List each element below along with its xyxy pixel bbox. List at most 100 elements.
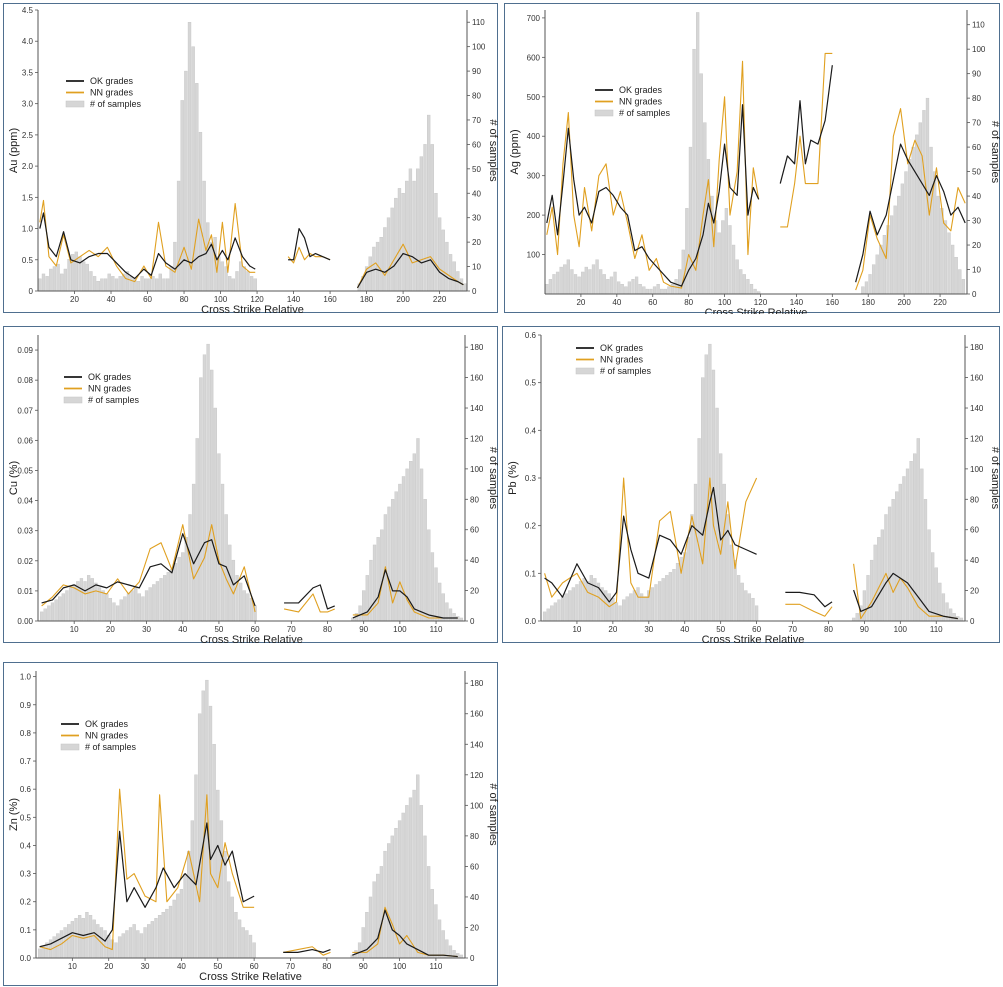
au-sample-bar <box>103 278 108 292</box>
au-legend-ok-label: OK grades <box>90 76 134 86</box>
ag-chart: 20 40 60 80 100 120 140 160 180 200 22010020030040… <box>509 10 1001 314</box>
zn-sample-bar <box>237 919 242 959</box>
cu-nn-grades-line-3 <box>352 566 458 619</box>
zn-sample-bar <box>361 927 365 959</box>
ag-sample-bar <box>685 208 689 295</box>
zn-y-tick-label: 0.5 <box>20 813 32 822</box>
ag-sample-bar <box>631 279 635 295</box>
pb-nn-grades-line-2 <box>785 603 833 617</box>
zn-sample-bar <box>114 942 118 959</box>
au-sample-bar <box>52 266 57 292</box>
zn-legend: OK grades NN grades# of samples <box>60 719 137 752</box>
zn-nn-grades-line-2 <box>283 946 331 956</box>
cu-sample-bar <box>155 581 160 622</box>
ag-sample-bar <box>879 244 883 295</box>
ag-sample-bar <box>613 271 617 295</box>
zn-sample-bar <box>219 820 224 959</box>
cu-sample-bar <box>170 569 174 622</box>
pb-y2-axis-label: # of samples <box>989 447 1001 510</box>
au-sample-bar <box>423 144 427 292</box>
au-sample-bar <box>238 261 243 292</box>
au-y-tick-label: 0.5 <box>22 256 34 265</box>
cu-sample-bar <box>213 407 217 622</box>
ag-sample-bar <box>954 257 958 295</box>
cu-sample-bar <box>163 575 167 622</box>
au-x-tick-label: 120 <box>250 295 264 304</box>
pb-x-tick-label: 90 <box>860 625 869 634</box>
ag-x-axis-label: Cross Strike Relative <box>705 307 808 314</box>
ag-sample-bar <box>584 266 588 295</box>
ag-sample-bar <box>599 269 603 295</box>
au-y2-tick-label: 40 <box>472 189 481 198</box>
pb-sample-bar <box>948 608 953 622</box>
cu-y-tick-label: 0.01 <box>17 587 33 596</box>
ag-sample-bar <box>667 286 671 295</box>
zn-sample-bar <box>201 690 205 959</box>
pb-y2-tick-label: 0 <box>970 617 975 626</box>
zn-sample-bar <box>227 881 231 959</box>
au-y2-tick-label: 80 <box>472 92 481 101</box>
ag-y2-tick-label: 110 <box>972 21 985 30</box>
ag-sample-bar <box>642 286 646 295</box>
cu-sample-bar <box>438 582 442 622</box>
ag-x-tick-label: 180 <box>862 298 876 307</box>
ag-ok-grades-line-2 <box>779 65 833 184</box>
pb-sample-bar <box>560 596 565 622</box>
ag-sample-bar <box>627 281 632 295</box>
cu-sample-bar <box>376 537 380 622</box>
ag-sample-bar <box>731 244 736 295</box>
ag-sample-bar <box>678 269 682 295</box>
pb-sample-bar <box>589 575 593 622</box>
zn-sample-bar <box>434 904 438 959</box>
au-sample-bar <box>383 227 387 292</box>
au-y2-tick-label: 30 <box>472 214 481 223</box>
zn-y-axis-label: Zn (%) <box>8 798 20 831</box>
ag-sample-bar <box>900 183 904 295</box>
cu-ok-grades-line-3 <box>352 569 458 619</box>
pb-sample-bar <box>665 575 669 622</box>
ag-x-tick-label: 140 <box>790 298 804 307</box>
cu-sample-bar <box>387 506 391 622</box>
pb-sample-bar <box>672 569 676 622</box>
zn-y2-tick-label: 120 <box>470 771 484 780</box>
au-sample-bar <box>397 188 402 292</box>
pb-y2-tick-label: 60 <box>970 526 979 535</box>
au-sample-bar <box>198 131 203 292</box>
zn-sample-bar <box>165 908 169 959</box>
au-sample-bar <box>368 256 372 292</box>
zn-nn-grades-line-1 <box>39 788 255 951</box>
zn-y-tick-label: 0.3 <box>20 870 32 879</box>
cu-ok-grades-line-2 <box>284 584 335 610</box>
cu-sample-bar <box>137 593 141 622</box>
cu-sample-bar <box>166 572 170 622</box>
au-sample-bar <box>74 251 78 292</box>
zn-x-tick-label: 60 <box>250 962 259 971</box>
zn-sample-bar <box>456 953 460 959</box>
pb-sample-bar <box>683 552 687 622</box>
ag-sample-bar <box>649 288 653 295</box>
ag-sample-bar <box>735 259 739 295</box>
cu-sample-bar <box>50 602 55 622</box>
cu-sample-bar <box>210 369 214 622</box>
pb-chart-panel: 10 20 30 40 50 60 70 80 90 100 110 0.0 0.1 0.2 0.3 0.4 0… <box>502 326 1001 644</box>
au-sample-bar <box>165 278 170 292</box>
pb-sample-bar <box>862 590 867 622</box>
ag-sample-bar <box>947 232 951 295</box>
au-sample-bar <box>408 168 413 292</box>
au-sample-bar <box>184 70 188 292</box>
cu-ok-grades-line-1 <box>41 533 256 607</box>
zn-sample-bar <box>197 713 202 959</box>
au-legend-samples-label: # of samples <box>90 99 142 109</box>
cu-y-tick-label: 0.09 <box>17 346 33 355</box>
pb-y2-tick-label: 160 <box>970 374 984 383</box>
cu-sample-bar <box>65 590 69 622</box>
pb-y2-tick-label: 20 <box>970 587 979 596</box>
zn-x-tick-label: 30 <box>141 962 150 971</box>
pb-sample-bar <box>654 584 658 622</box>
ag-x-tick-label: 40 <box>612 298 621 307</box>
ag-y2-tick-label: 20 <box>972 241 981 250</box>
ag-y-tick-label: 600 <box>527 53 541 62</box>
pb-sample-bar <box>920 468 924 622</box>
ag-sample-bar <box>717 232 721 295</box>
ag-sample-bar <box>724 208 728 295</box>
